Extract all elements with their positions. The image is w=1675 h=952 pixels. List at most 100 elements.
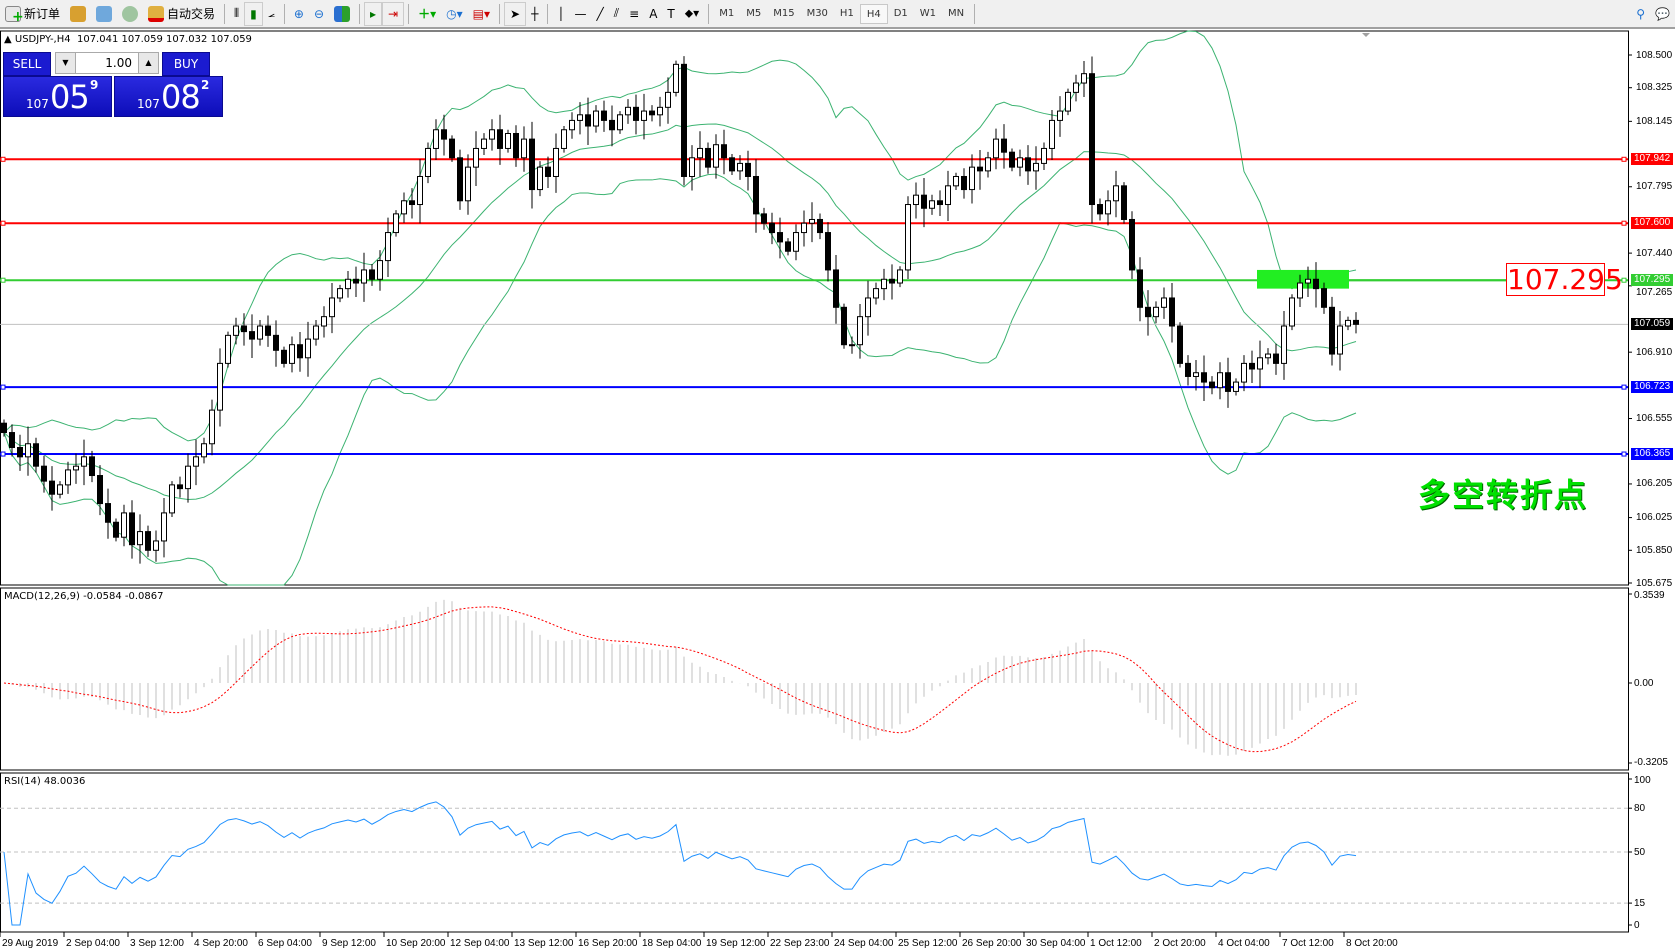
date-axis-label: 22 Sep 23:00 <box>770 938 830 949</box>
candle-body <box>161 512 167 542</box>
navigator-button[interactable] <box>91 2 117 26</box>
candle-body <box>457 157 463 202</box>
vertical-line-button[interactable]: │ <box>552 2 569 26</box>
candle-body <box>745 162 751 177</box>
zoom-in-button[interactable]: ⊕ <box>289 2 309 26</box>
autoscroll-button[interactable]: ▸ <box>364 1 383 26</box>
auto-trading-button[interactable]: 自动交易 <box>143 2 220 26</box>
chat-button[interactable]: 💬 <box>1650 2 1675 26</box>
collapse-triangle-icon[interactable]: ▲ <box>4 34 12 45</box>
new-order-button[interactable]: + 新订单 <box>0 2 65 26</box>
candle-body <box>945 185 951 206</box>
date-axis-label: 18 Sep 04:00 <box>642 938 702 949</box>
crosshair-button[interactable]: ┼ <box>526 2 543 26</box>
candle-body <box>545 166 551 177</box>
timeframe-m30[interactable]: M30 <box>806 7 828 19</box>
price-line-tag: 106.723 <box>1631 381 1674 394</box>
text-label-icon: T <box>667 6 675 21</box>
annotation-text[interactable]: 多空转折点 <box>1418 476 1589 514</box>
candlestick-icon: ▮ <box>250 6 257 21</box>
candle-body <box>137 531 143 546</box>
ohlc-values: 107.041 107.059 107.032 107.059 <box>76 34 252 45</box>
candle-body <box>1097 204 1103 215</box>
candle-body <box>305 338 311 359</box>
candle-body <box>281 349 287 364</box>
candle-body <box>289 344 295 364</box>
candle-body <box>481 138 487 149</box>
macd-axis-label: -0.3205 <box>1634 757 1668 768</box>
candle-body <box>857 316 863 346</box>
bar-chart-button[interactable]: ⫴ <box>229 2 244 26</box>
arrows-button[interactable]: ⬥▾ <box>680 2 704 26</box>
timeframe-m15[interactable]: M15 <box>773 7 795 19</box>
price-label-box[interactable]: 107.295 <box>1506 263 1623 296</box>
sell-button[interactable]: SELL <box>3 52 51 76</box>
bid-prefix: 107 <box>26 97 49 111</box>
trendline-icon: ╱ <box>596 6 604 21</box>
equidistant-channel-button[interactable]: ⫽ <box>609 2 624 26</box>
timeframe-h4[interactable]: H4 <box>859 3 888 24</box>
line-chart-button[interactable]: ⦟ <box>263 2 280 26</box>
candle-body <box>81 456 87 467</box>
indicators-button[interactable]: ＋▾ <box>413 2 441 26</box>
lot-size-input[interactable]: ▼ 1.00 ▲ <box>55 52 159 74</box>
timeframe-h1[interactable]: H1 <box>839 7 854 19</box>
bid-price[interactable]: 107 05 9 <box>3 76 112 117</box>
candle-body <box>985 157 991 172</box>
search-button[interactable]: ⚲ <box>1631 2 1650 26</box>
candle-body <box>1257 357 1263 370</box>
bid-price-tag: 107.059 <box>1631 318 1674 331</box>
equidistant-channel-icon: ⫽ <box>613 6 620 20</box>
line-anchor <box>1621 451 1627 457</box>
line-anchor <box>0 156 6 162</box>
lot-decrease-button[interactable]: ▼ <box>56 53 76 73</box>
templates-icon: ▤▾ <box>472 6 491 21</box>
timeframe-m1[interactable]: M1 <box>719 7 735 19</box>
divider <box>499 3 501 24</box>
candle-body <box>1233 381 1239 392</box>
candle-body <box>1273 353 1279 364</box>
candle-body <box>297 344 303 359</box>
text-label-button[interactable]: T <box>662 2 679 26</box>
chart-shift-button[interactable]: ⇥ <box>382 1 405 26</box>
text-icon: A <box>649 6 658 21</box>
horizontal-line-button[interactable]: — <box>570 2 592 26</box>
candle-body <box>441 129 447 140</box>
periods-button[interactable]: ◷▾ <box>441 2 468 26</box>
auto-trading-icon <box>148 5 165 22</box>
buy-button[interactable]: BUY <box>162 52 210 76</box>
zoom-out-button[interactable]: ⊖ <box>309 2 329 26</box>
fibonacci-button[interactable]: ≡ <box>624 2 644 26</box>
candle-body <box>185 465 191 490</box>
divider <box>708 3 710 24</box>
timeframe-w1[interactable]: W1 <box>919 7 937 19</box>
text-button[interactable]: A <box>644 2 662 26</box>
candle-body <box>1241 362 1247 383</box>
bid-big-digits: 05 <box>50 78 90 116</box>
autoscroll-icon: ▸ <box>370 6 377 21</box>
price-axis-label: 108.145 <box>1636 115 1673 127</box>
cursor-button[interactable]: ➤ <box>504 1 527 26</box>
candle-body <box>377 260 383 280</box>
candle-body <box>1209 381 1215 389</box>
candle-body <box>1081 73 1087 84</box>
lot-value: 1.00 <box>105 56 132 70</box>
tile-windows-button[interactable] <box>329 2 355 26</box>
price-axis-label: 106.555 <box>1636 413 1673 425</box>
candle-body <box>881 278 887 290</box>
lot-increase-button[interactable]: ▲ <box>138 53 158 73</box>
timeframe-d1[interactable]: D1 <box>893 7 908 19</box>
candle-body <box>17 446 23 458</box>
candlestick-button[interactable]: ▮ <box>244 1 263 26</box>
ask-price[interactable]: 107 08 2 <box>114 76 223 117</box>
market-watch-button[interactable] <box>65 2 91 26</box>
templates-button[interactable]: ▤▾ <box>468 2 495 26</box>
candle-body <box>865 297 871 318</box>
divider <box>283 3 285 24</box>
timeframe-mn[interactable]: MN <box>948 7 965 19</box>
signals-button[interactable] <box>117 2 143 26</box>
trendline-button[interactable]: ╱ <box>592 2 609 26</box>
timeframe-m5[interactable]: M5 <box>746 7 762 19</box>
candle-body <box>473 147 479 168</box>
